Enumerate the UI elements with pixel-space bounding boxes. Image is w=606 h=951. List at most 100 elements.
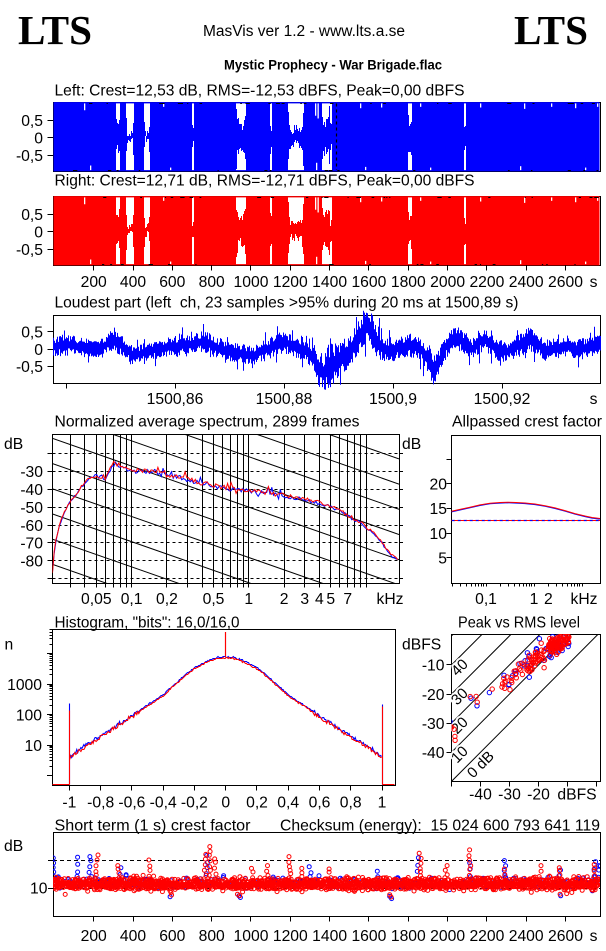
svg-text:0,2: 0,2: [156, 591, 178, 608]
svg-text:dB: dB: [4, 436, 23, 453]
svg-text:0,4: 0,4: [277, 795, 299, 812]
svg-text:1: 1: [530, 591, 539, 608]
svg-text:1000: 1000: [234, 928, 269, 945]
svg-text:1400: 1400: [312, 274, 347, 291]
svg-text:0,1: 0,1: [121, 591, 143, 608]
svg-text:1500,92: 1500,92: [474, 391, 531, 408]
svg-text:-80: -80: [20, 554, 43, 571]
svg-text:Mystic Prophecy - War Brigade.: Mystic Prophecy - War Brigade.flac: [224, 58, 442, 74]
svg-text:800: 800: [199, 928, 225, 945]
svg-text:1800: 1800: [391, 928, 426, 945]
svg-text:15: 15: [430, 501, 448, 518]
svg-text:-0,2: -0,2: [181, 795, 208, 812]
svg-text:600: 600: [159, 274, 185, 291]
svg-text:dBFS: dBFS: [557, 787, 596, 804]
svg-text:1500,86: 1500,86: [147, 391, 204, 408]
svg-text:2400: 2400: [509, 928, 544, 945]
svg-text:200: 200: [81, 274, 107, 291]
svg-text:10: 10: [30, 881, 48, 898]
svg-text:-70: -70: [20, 536, 43, 553]
svg-text:-40: -40: [20, 482, 43, 499]
svg-text:-10: -10: [422, 658, 445, 675]
svg-text:1600: 1600: [351, 928, 386, 945]
svg-text:kHz: kHz: [570, 591, 597, 608]
svg-text:-30: -30: [20, 464, 43, 481]
svg-text:1500,9: 1500,9: [369, 391, 417, 408]
svg-text:-20: -20: [527, 787, 550, 804]
svg-text:2200: 2200: [469, 928, 504, 945]
svg-text:LTS: LTS: [514, 7, 588, 53]
svg-text:Checksum (energy): 15 024 600: Checksum (energy): 15 024 600 793 641 11…: [280, 818, 600, 835]
svg-text:Histogram, "bits": 16,0/16,0: Histogram, "bits": 16,0/16,0: [55, 615, 240, 632]
svg-text:1000: 1000: [7, 677, 42, 694]
svg-text:-30: -30: [422, 716, 445, 733]
svg-text:200: 200: [81, 928, 107, 945]
svg-text:0,5: 0,5: [21, 207, 43, 224]
svg-text:-0,8: -0,8: [87, 795, 114, 812]
svg-text:1600: 1600: [351, 274, 386, 291]
svg-text:5: 5: [438, 550, 447, 567]
svg-text:0,8: 0,8: [340, 795, 362, 812]
svg-text:s: s: [590, 928, 598, 945]
svg-text:10: 10: [25, 738, 43, 755]
svg-text:1200: 1200: [273, 928, 308, 945]
svg-text:0,6: 0,6: [309, 795, 331, 812]
svg-text:dBFS: dBFS: [402, 637, 441, 654]
svg-text:0,5: 0,5: [21, 325, 43, 342]
svg-text:2600: 2600: [548, 274, 583, 291]
svg-text:-20: -20: [422, 687, 445, 704]
svg-text:1800: 1800: [391, 274, 426, 291]
svg-text:Short term (1 s) crest factor: Short term (1 s) crest factor: [55, 818, 251, 835]
svg-text:2000: 2000: [430, 928, 465, 945]
svg-text:Left: Crest=12,53 dB, RMS=-12,: Left: Crest=12,53 dB, RMS=-12,53 dBFS, P…: [55, 83, 465, 100]
svg-text:s: s: [590, 391, 598, 408]
svg-text:400: 400: [120, 928, 146, 945]
svg-text:100: 100: [16, 707, 42, 724]
svg-text:kHz: kHz: [376, 591, 403, 608]
svg-text:600: 600: [159, 928, 185, 945]
svg-text:2400: 2400: [509, 274, 544, 291]
svg-text:0: 0: [221, 795, 230, 812]
svg-text:Peak vs RMS level: Peak vs RMS level: [458, 615, 580, 632]
svg-text:Normalized average spectrum, 2: Normalized average spectrum, 2899 frames: [55, 414, 360, 431]
svg-text:800: 800: [199, 274, 225, 291]
svg-text:-0,5: -0,5: [16, 359, 43, 376]
svg-text:1: 1: [244, 591, 253, 608]
svg-text:Right: Crest=12,71 dB, RMS=-12: Right: Crest=12,71 dB, RMS=-12,71 dBFS, …: [55, 173, 475, 190]
svg-text:10: 10: [430, 526, 448, 543]
svg-text:1: 1: [378, 795, 387, 812]
svg-text:2600: 2600: [548, 928, 583, 945]
svg-text:dB: dB: [4, 838, 23, 855]
svg-text:1400: 1400: [312, 928, 347, 945]
svg-text:0,2: 0,2: [246, 795, 268, 812]
svg-text:-40: -40: [422, 745, 445, 762]
svg-text:dB: dB: [402, 436, 421, 453]
svg-text:Loudest part (left ch, 23 sam: Loudest part (left ch, 23 samples >95% d…: [55, 295, 519, 312]
svg-text:-0,6: -0,6: [118, 795, 145, 812]
svg-text:-0,5: -0,5: [16, 148, 43, 165]
svg-text:s: s: [590, 274, 598, 291]
svg-text:Allpassed crest factor: Allpassed crest factor: [452, 414, 602, 431]
svg-text:1000: 1000: [234, 274, 269, 291]
svg-text:0: 0: [34, 224, 43, 241]
svg-text:-0,4: -0,4: [150, 795, 177, 812]
svg-text:2000: 2000: [430, 274, 465, 291]
svg-text:2: 2: [544, 591, 553, 608]
svg-text:-40: -40: [469, 787, 492, 804]
svg-text:1500,88: 1500,88: [256, 391, 313, 408]
svg-text:0,1: 0,1: [475, 591, 497, 608]
svg-text:n: n: [5, 637, 14, 654]
svg-text:0,05: 0,05: [81, 591, 112, 608]
svg-text:LTS: LTS: [18, 7, 92, 53]
svg-text:5: 5: [326, 591, 335, 608]
svg-text:0,5: 0,5: [203, 591, 225, 608]
svg-text:20: 20: [430, 477, 448, 494]
svg-text:-0,5: -0,5: [16, 242, 43, 259]
svg-text:MasVis ver 1.2 - www.lts.a.se: MasVis ver 1.2 - www.lts.a.se: [203, 23, 405, 40]
svg-text:-50: -50: [20, 500, 43, 517]
svg-text:-1: -1: [62, 795, 76, 812]
svg-text:0: 0: [34, 342, 43, 359]
svg-text:4: 4: [315, 591, 324, 608]
svg-text:1200: 1200: [273, 274, 308, 291]
svg-text:400: 400: [120, 274, 146, 291]
